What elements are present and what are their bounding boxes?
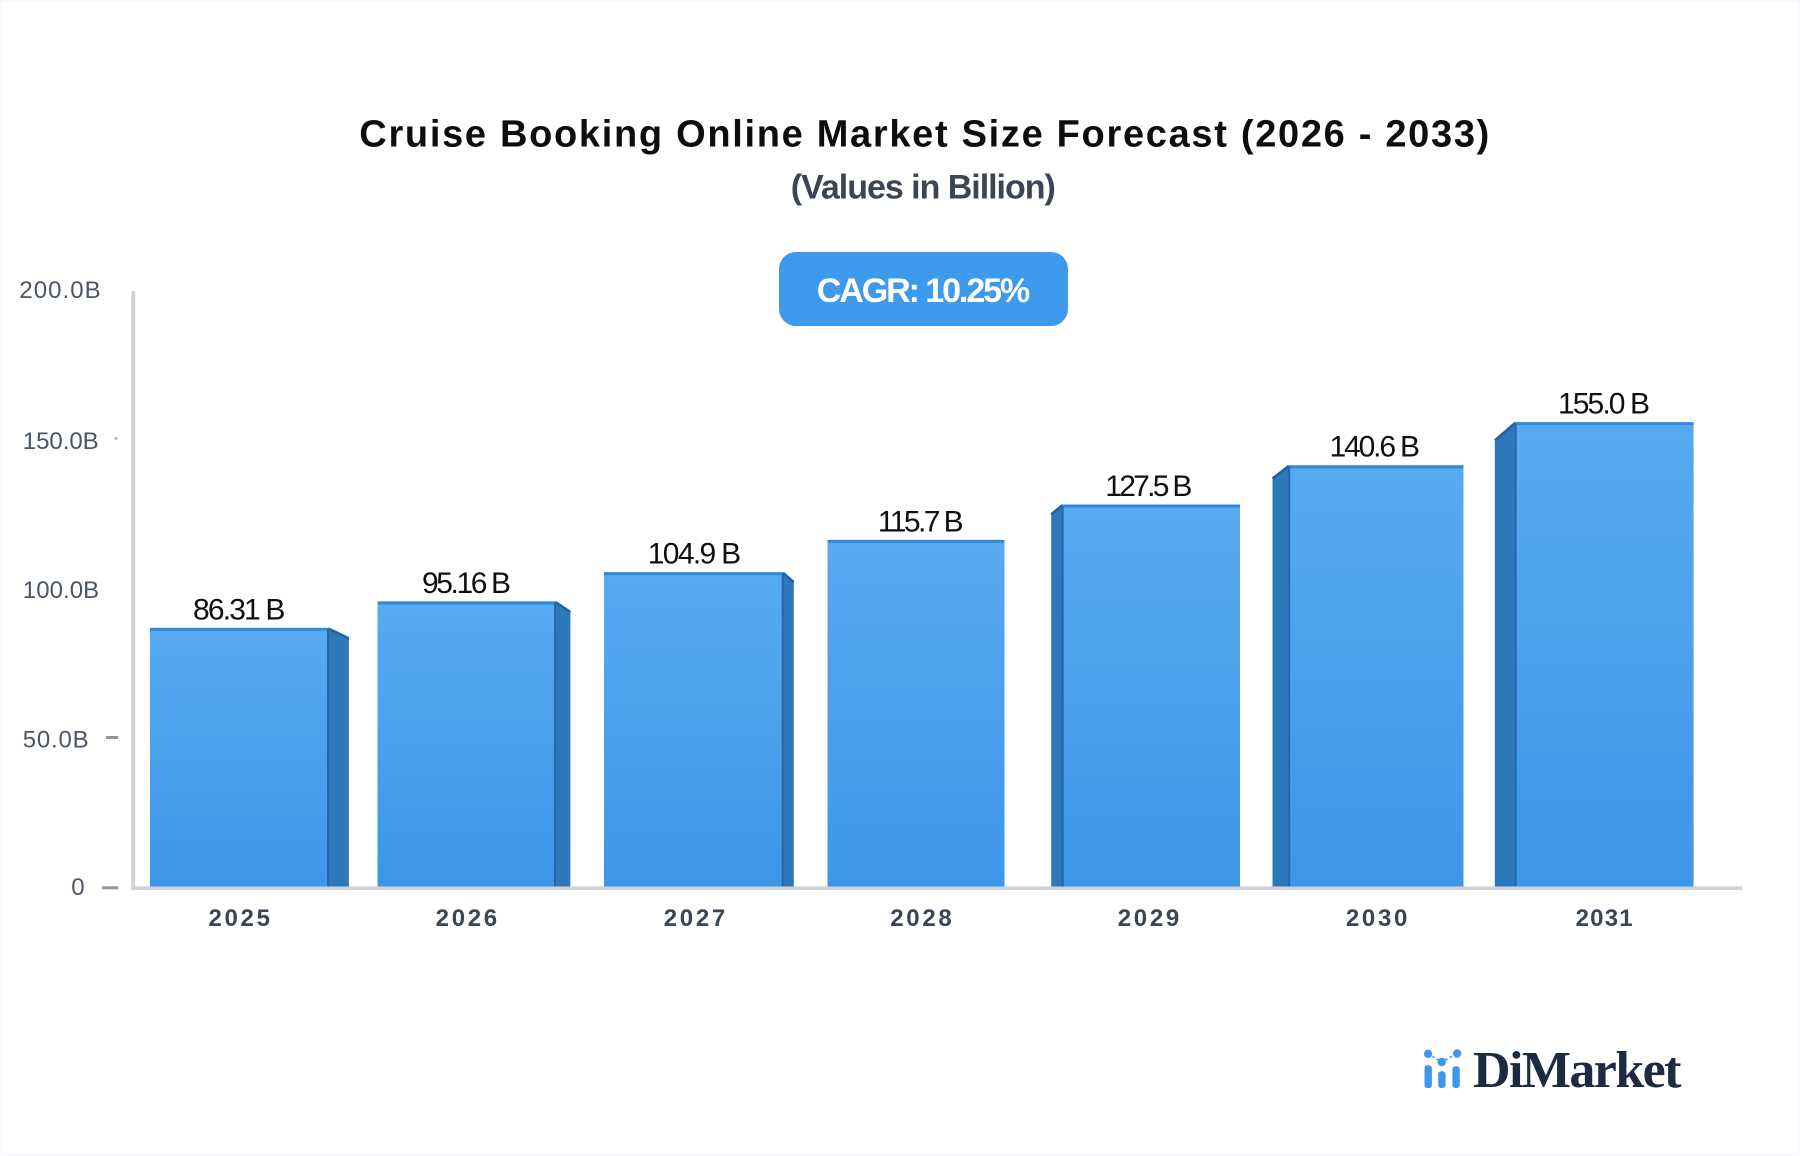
- svg-text:0: 0: [71, 874, 84, 901]
- svg-text:150.0B: 150.0B: [23, 428, 99, 455]
- svg-text:DiMarket: DiMarket: [1473, 1042, 1682, 1099]
- svg-text:127.5 B: 127.5 B: [1105, 470, 1192, 503]
- svg-text:95.16 B: 95.16 B: [422, 567, 511, 600]
- svg-text:200.0B: 200.0B: [19, 277, 100, 304]
- svg-text:2031: 2031: [1576, 905, 1633, 932]
- svg-text:104.9 B: 104.9 B: [648, 538, 741, 571]
- svg-text:Cruise Booking Online Market S: Cruise Booking Online Market Size Foreca…: [359, 113, 1489, 155]
- svg-text:CAGR: 10.25%: CAGR: 10.25%: [817, 272, 1031, 310]
- svg-text:86.31 B: 86.31 B: [193, 593, 285, 626]
- svg-text:50.0B: 50.0B: [23, 727, 89, 754]
- svg-text:140.6 B: 140.6 B: [1330, 431, 1421, 464]
- svg-text:115.7 B: 115.7 B: [878, 505, 964, 538]
- svg-text:(Values in Billion): (Values in Billion): [791, 168, 1056, 206]
- svg-text:100.0B: 100.0B: [23, 577, 99, 604]
- svg-text:155.0 B: 155.0 B: [1558, 388, 1650, 421]
